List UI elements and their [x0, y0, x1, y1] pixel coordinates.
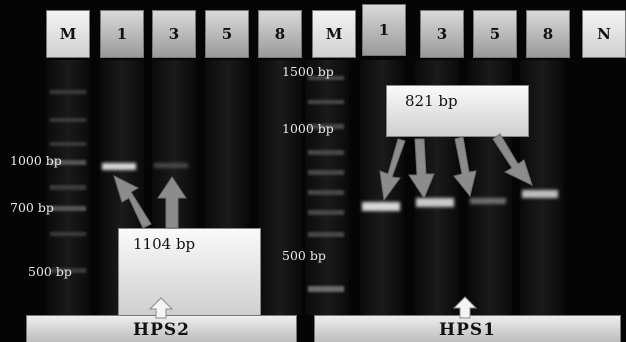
band-hps1-lane1	[362, 202, 400, 211]
band-hps1-lane5	[470, 198, 506, 204]
lane-label-hps2-8: 8	[258, 10, 302, 58]
arrow-icon	[408, 138, 435, 200]
lane-label-hps1-1: 1	[362, 4, 406, 56]
size-marker-1500-right: 1500 bp	[282, 64, 334, 79]
arrow-icon	[453, 136, 477, 198]
lane-label-hps1-3: 3	[420, 10, 464, 58]
callout-1104bp: 1104 bp	[118, 228, 261, 316]
lane-label-hps2-3: 3	[152, 10, 196, 58]
size-marker-500-left: 500 bp	[28, 264, 72, 279]
size-marker-700-left: 700 bp	[10, 200, 54, 215]
ladder-band	[308, 286, 344, 292]
ladder-band	[50, 90, 86, 94]
arrow-icon	[113, 175, 152, 229]
ladder-band	[50, 118, 86, 122]
ladder-band	[50, 268, 86, 273]
marker-ladder-left	[50, 90, 86, 273]
lane-streak	[258, 60, 302, 315]
up-arrow-icon	[452, 296, 478, 319]
band-hps2-lane1	[102, 163, 136, 170]
size-marker-1000-right: 1000 bp	[282, 121, 334, 136]
ladder-band	[50, 232, 86, 236]
band-hps1-lane3	[416, 198, 454, 207]
band-hps1-lane8	[522, 190, 558, 198]
ladder-band	[308, 210, 344, 215]
lane-label-hps1-8: 8	[526, 10, 570, 58]
lane-label-hps2-5: 5	[205, 10, 249, 58]
group-label-hps2: HPS2	[26, 315, 297, 342]
callout-821bp: 821 bp	[386, 85, 529, 137]
lane-label-hps2-1: 1	[100, 10, 144, 58]
ladder-band	[308, 150, 344, 155]
size-marker-1000-left: 1000 bp	[10, 153, 62, 168]
sample-bands	[102, 163, 558, 211]
marker-ladder-right	[308, 76, 344, 292]
ladder-band	[50, 185, 86, 190]
up-arrow-icon	[148, 297, 174, 319]
group-label-hps1: HPS1	[314, 315, 621, 342]
ladder-band	[308, 170, 344, 175]
lane-label-marker-right: M	[312, 10, 356, 58]
arrow-icon	[492, 133, 533, 186]
ladder-band	[308, 232, 344, 237]
ladder-band	[308, 76, 344, 80]
arrow-icon	[379, 138, 406, 202]
ladder-band	[308, 190, 344, 195]
ladder-band	[308, 124, 344, 129]
ladder-band	[308, 100, 344, 104]
ladder-band	[50, 206, 86, 211]
size-marker-500-right: 500 bp	[282, 248, 326, 263]
arrow-icon	[157, 176, 187, 229]
lane-label-marker-left: M	[46, 10, 90, 58]
ladder-band	[50, 160, 86, 165]
band-hps2-lane3	[154, 163, 188, 168]
lane-label-hps1-5: 5	[473, 10, 517, 58]
ladder-band	[50, 142, 86, 146]
